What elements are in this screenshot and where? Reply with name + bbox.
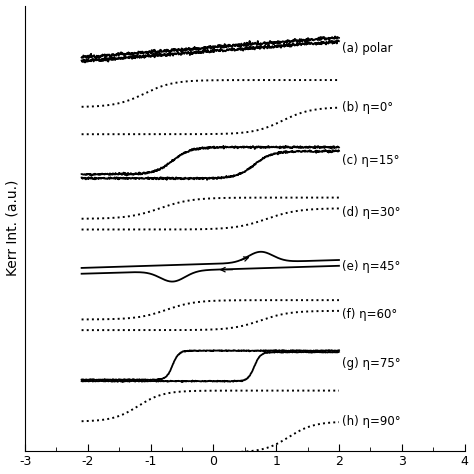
Text: (c) η=15°: (c) η=15° — [342, 154, 400, 167]
Text: (f) η=60°: (f) η=60° — [342, 308, 397, 321]
Text: (d) η=30°: (d) η=30° — [342, 206, 401, 219]
Text: (a) polar: (a) polar — [342, 42, 392, 55]
Text: (b) η=0°: (b) η=0° — [342, 100, 393, 114]
Text: (e) η=45°: (e) η=45° — [342, 260, 401, 273]
Text: (g) η=75°: (g) η=75° — [342, 357, 401, 370]
Y-axis label: Kerr Int. (a.u.): Kerr Int. (a.u.) — [6, 180, 19, 276]
Text: (h) η=90°: (h) η=90° — [342, 415, 401, 428]
